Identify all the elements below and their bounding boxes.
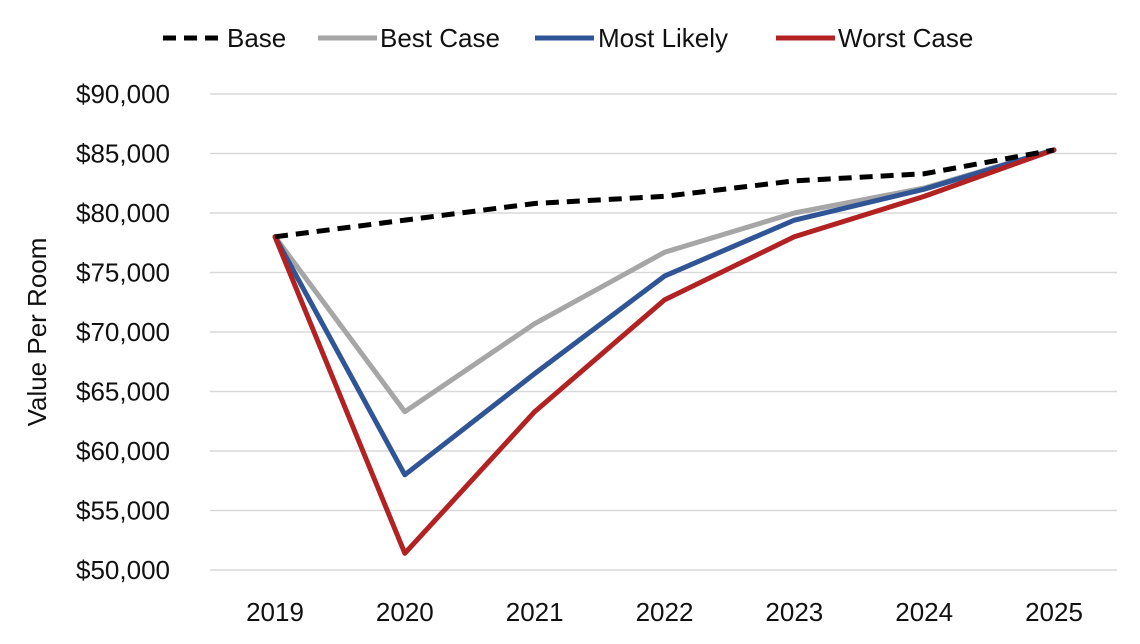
y-tick-label: $55,000 bbox=[76, 496, 170, 526]
y-tick-label: $70,000 bbox=[76, 317, 170, 347]
x-axis-tick-labels: 2019 2020 2021 2022 2023 2024 2025 bbox=[246, 597, 1083, 627]
series-line-worst-case bbox=[272, 147, 1057, 556]
x-tick-label: 2019 bbox=[246, 597, 304, 627]
legend-label-most-likely: Most Likely bbox=[598, 23, 728, 53]
y-tick-label: $75,000 bbox=[76, 258, 170, 288]
y-tick-label: $65,000 bbox=[76, 377, 170, 407]
y-tick-label: $90,000 bbox=[76, 79, 170, 109]
series-line-most-likely bbox=[272, 147, 1057, 478]
x-tick-label: 2023 bbox=[765, 597, 823, 627]
legend-label-best-case: Best Case bbox=[380, 23, 500, 53]
y-axis-tick-labels: $50,000 $55,000 $60,000 $65,000 $70,000 $75,0… bbox=[76, 79, 170, 585]
legend-label-worst-case: Worst Case bbox=[838, 23, 973, 53]
series-line-base bbox=[274, 147, 1055, 240]
y-tick-label: $60,000 bbox=[76, 436, 170, 466]
series-lines bbox=[272, 147, 1057, 556]
x-tick-label: 2022 bbox=[636, 597, 694, 627]
legend-label-base: Base bbox=[227, 23, 286, 53]
y-tick-label: $50,000 bbox=[76, 555, 170, 585]
legend: Base Best Case Most Likely Worst Case bbox=[163, 23, 973, 53]
x-tick-label: 2024 bbox=[895, 597, 953, 627]
y-axis-title: Value Per Room bbox=[22, 238, 52, 427]
x-tick-label: 2025 bbox=[1025, 597, 1083, 627]
x-tick-label: 2021 bbox=[506, 597, 564, 627]
y-tick-label: $80,000 bbox=[76, 198, 170, 228]
x-tick-label: 2020 bbox=[376, 597, 434, 627]
y-tick-label: $85,000 bbox=[76, 139, 170, 169]
